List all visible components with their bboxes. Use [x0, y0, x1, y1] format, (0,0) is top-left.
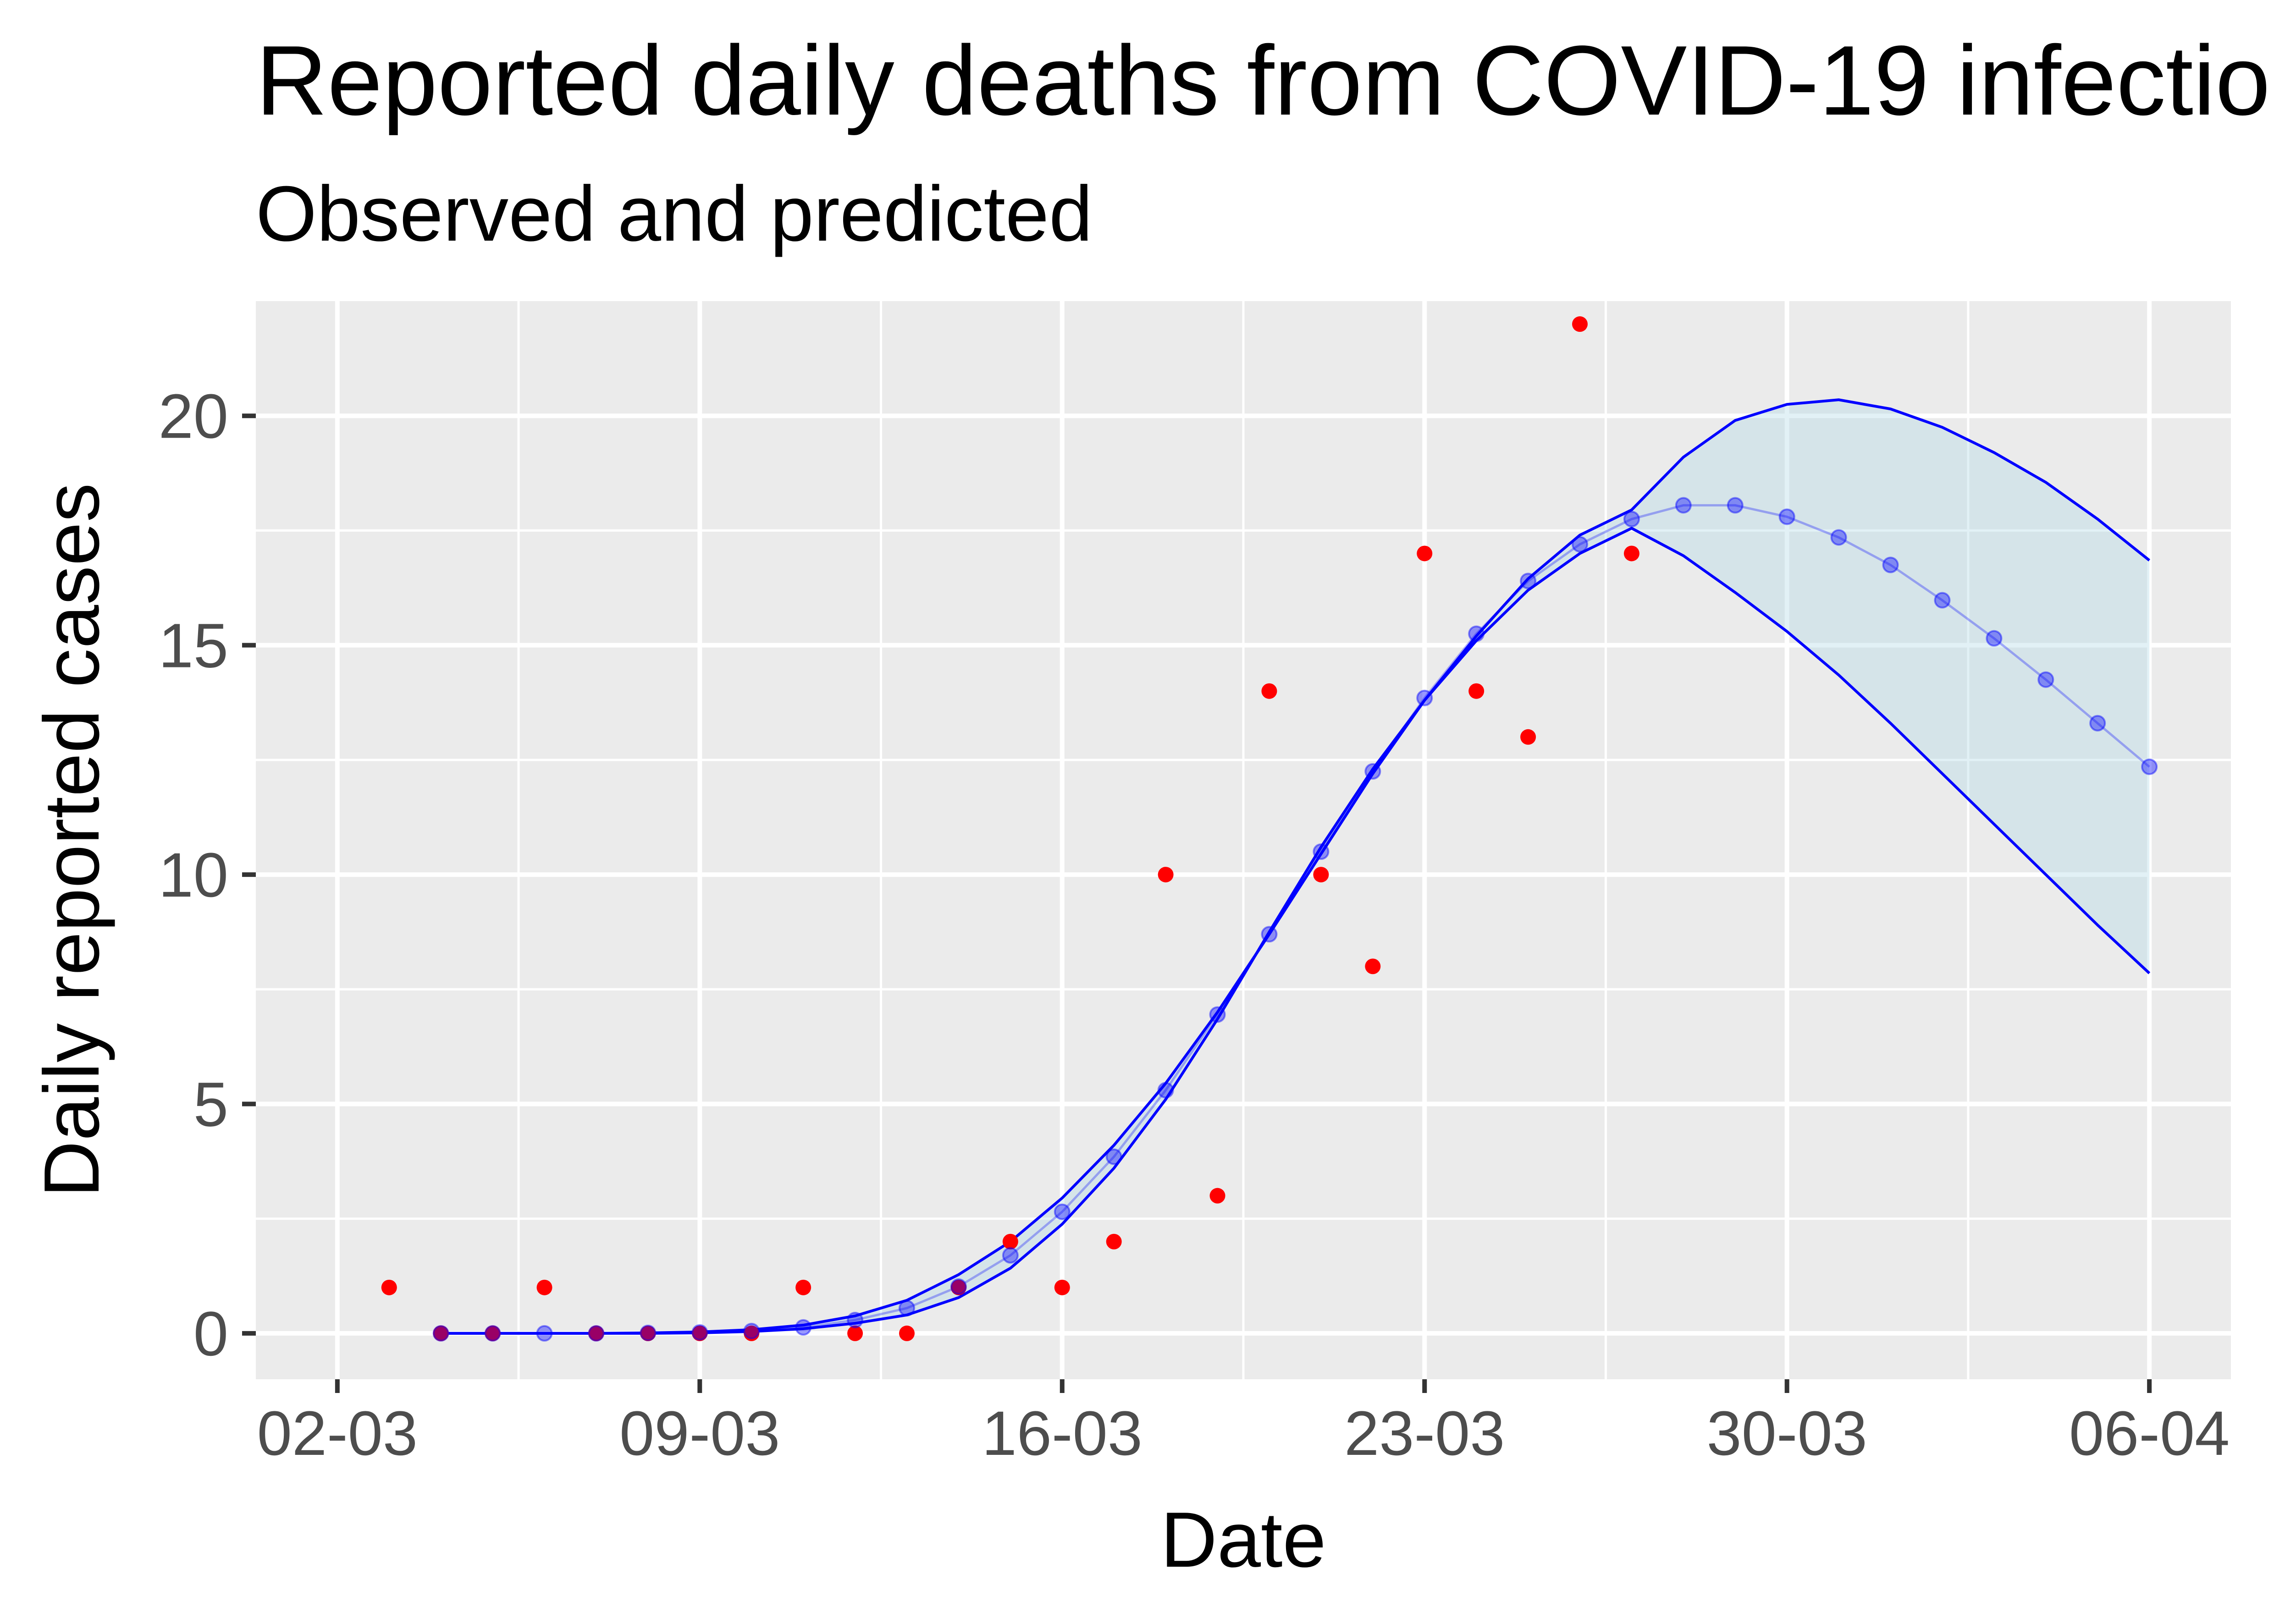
fitted-point: [1675, 497, 1692, 514]
fitted-point: [432, 1325, 449, 1342]
observed-point: [1623, 545, 1639, 562]
y-tick-label: 5: [193, 1069, 228, 1140]
fitted-point: [1830, 529, 1847, 546]
y-tick-label: 10: [159, 840, 228, 910]
observed-point: [847, 1325, 863, 1341]
fitted-point: [1416, 689, 1433, 706]
observed-point: [536, 1279, 552, 1295]
fitted-point: [1364, 763, 1381, 780]
fitted-point: [1778, 508, 1795, 525]
observed-point: [1468, 683, 1485, 699]
upper-bound-line: [441, 398, 2151, 1335]
observed-point: [692, 1325, 708, 1341]
fitted-point: [640, 1324, 657, 1341]
observed-point: [588, 1325, 604, 1341]
observed-point: [950, 1279, 966, 1295]
fitted-point: [1727, 497, 1744, 514]
fitted-point: [1157, 1082, 1174, 1099]
observed-point: [795, 1279, 811, 1295]
confidence-band: [441, 400, 2150, 1333]
x-tick-label: 02-03: [257, 1398, 418, 1469]
fitted-point: [1002, 1247, 1019, 1264]
chart-subtitle: Observed and predicted: [256, 170, 1093, 258]
fitted-point: [1520, 573, 1537, 589]
observed-point: [1158, 867, 1174, 883]
fitted-point: [950, 1278, 967, 1295]
fitted-point: [2141, 758, 2158, 775]
chart-title: Reported daily deaths from COVID-19 infe…: [256, 25, 2270, 136]
observed-point: [1261, 683, 1277, 699]
observed-point: [1054, 1279, 1070, 1295]
x-tick-label: 09-03: [619, 1398, 780, 1469]
observed-points: [381, 316, 1639, 1341]
observed-point: [1520, 729, 1536, 745]
observed-point: [1365, 958, 1381, 974]
fitted-point: [795, 1319, 812, 1336]
fitted-point: [1054, 1203, 1071, 1220]
fitted-point: [1882, 556, 1899, 573]
x-tick-label: 16-03: [982, 1398, 1143, 1469]
fitted-point: [1105, 1148, 1122, 1165]
observed-point: [899, 1325, 915, 1341]
fitted-point: [847, 1311, 864, 1328]
observed-point: [640, 1325, 656, 1341]
observed-point: [1106, 1233, 1122, 1250]
fitted-point: [1209, 1006, 1226, 1023]
fitted-point: [536, 1325, 553, 1342]
x-tick-label: 23-03: [1344, 1398, 1505, 1469]
fitted-point: [588, 1325, 605, 1342]
observed-point: [1002, 1233, 1018, 1250]
x-axis-title: Date: [1160, 1496, 1326, 1584]
fitted-point: [2089, 715, 2106, 732]
fitted-point: [1986, 630, 2003, 647]
y-tick-label: 0: [193, 1299, 228, 1369]
y-axis-title: Daily reported cases: [28, 483, 116, 1198]
x-tick-label: 06-04: [2069, 1398, 2230, 1469]
fitted-point: [743, 1322, 760, 1339]
x-axis: 02-03 09-03 16-03 23-03 30-03 06-04: [257, 1379, 2230, 1469]
fitted-point: [1261, 926, 1278, 943]
observed-point: [485, 1325, 501, 1341]
y-tick-label: 20: [159, 381, 228, 451]
grid-minor: [256, 301, 2231, 1379]
fitted-point: [1934, 592, 1951, 609]
observed-point: [1572, 316, 1588, 332]
fitted-point: [1623, 511, 1640, 528]
y-axis: 0 5 10 15 20: [159, 381, 256, 1369]
fitted-point: [691, 1324, 708, 1341]
fitted-point: [2037, 671, 2054, 688]
fitted-points: [432, 497, 2158, 1342]
observed-point: [1209, 1188, 1225, 1204]
fitted-point: [484, 1325, 501, 1342]
observed-point: [433, 1325, 449, 1341]
fitted-point: [1313, 843, 1330, 860]
observed-point: [1313, 867, 1329, 883]
observed-point: [744, 1325, 760, 1341]
observed-point: [381, 1279, 397, 1295]
x-tick-label: 30-03: [1706, 1398, 1867, 1469]
fitted-point: [899, 1299, 916, 1316]
observed-point: [1417, 545, 1433, 562]
fitted-point: [1571, 536, 1588, 553]
y-tick-label: 15: [159, 611, 228, 681]
fitted-point: [1468, 625, 1485, 642]
